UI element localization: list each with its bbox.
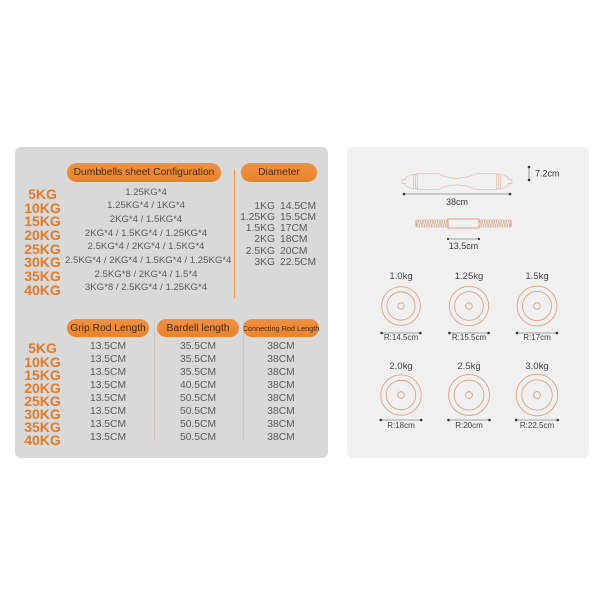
svg-text:2.0kg: 2.0kg [389, 361, 412, 372]
svg-text:R:18cm: R:18cm [387, 421, 415, 430]
svg-text:2.5kg: 2.5kg [457, 361, 480, 372]
svg-text:R:22.5cm: R:22.5cm [520, 421, 555, 430]
svg-text:38cm: 38cm [446, 197, 468, 207]
svg-text:13.5cm: 13.5cm [449, 241, 479, 251]
svg-text:1.25kg: 1.25kg [455, 271, 484, 282]
svg-text:3.0kg: 3.0kg [525, 361, 548, 372]
svg-text:R:14.5cm: R:14.5cm [384, 333, 419, 342]
svg-text:R:15.5cm: R:15.5cm [452, 333, 487, 342]
svg-text:7.2cm: 7.2cm [535, 169, 560, 179]
svg-text:1.0kg: 1.0kg [389, 271, 412, 282]
svg-text:R:17cm: R:17cm [523, 333, 551, 342]
svg-text:1.5kg: 1.5kg [525, 271, 548, 282]
svg-text:R:20cm: R:20cm [455, 421, 483, 430]
